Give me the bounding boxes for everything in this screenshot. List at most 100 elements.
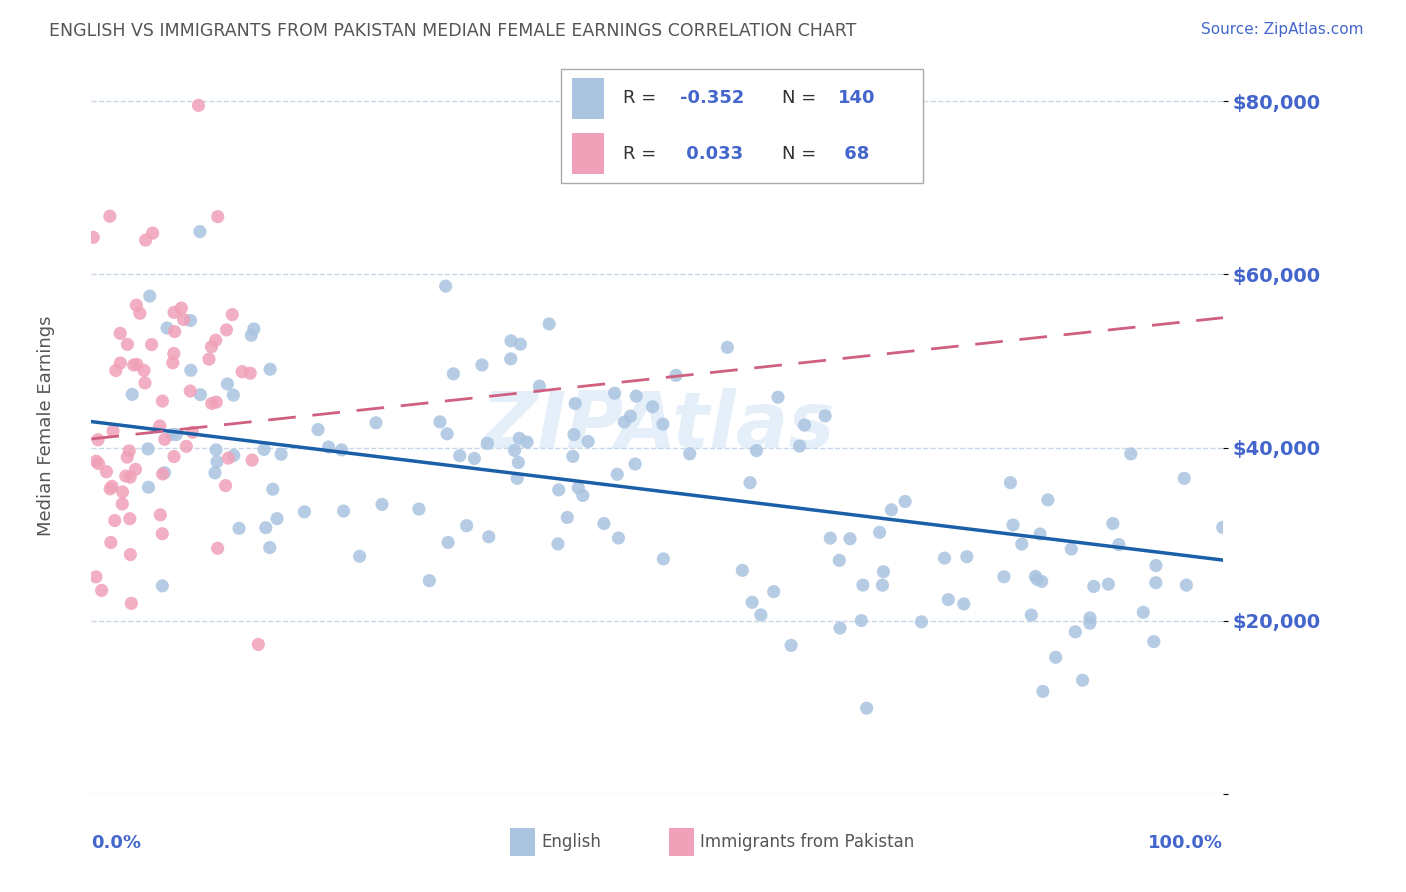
Point: [1031, 574, 1053, 589]
Point: [111, 497, 134, 511]
Point: [207, 210, 229, 224]
Point: [128, 306, 150, 320]
Point: [1173, 471, 1195, 485]
Point: [111, 484, 134, 499]
Point: [1175, 578, 1198, 592]
Point: [814, 409, 837, 423]
Point: [741, 595, 763, 609]
Point: [624, 457, 647, 471]
Point: [953, 597, 976, 611]
FancyBboxPatch shape: [561, 69, 924, 183]
Point: [793, 418, 815, 433]
Point: [408, 502, 430, 516]
Point: [576, 434, 599, 449]
FancyBboxPatch shape: [510, 829, 536, 856]
Point: [828, 553, 851, 567]
Point: [1064, 624, 1087, 639]
Point: [138, 289, 160, 303]
Point: [188, 225, 211, 239]
Point: [1097, 577, 1119, 591]
Point: [163, 305, 186, 319]
Point: [84, 454, 107, 468]
Point: [1071, 673, 1094, 688]
Point: [162, 356, 184, 370]
Point: [529, 379, 551, 393]
Point: [349, 549, 371, 564]
Point: [179, 313, 201, 327]
Point: [1144, 558, 1167, 573]
Text: 0.0%: 0.0%: [91, 834, 142, 853]
Point: [173, 312, 195, 326]
Point: [1060, 542, 1083, 557]
Point: [239, 366, 262, 380]
Text: N =: N =: [782, 145, 821, 162]
Point: [149, 508, 172, 522]
Point: [134, 376, 156, 390]
Point: [190, 387, 212, 401]
Point: [152, 394, 174, 409]
Point: [318, 440, 340, 454]
Point: [101, 424, 124, 438]
Point: [135, 233, 157, 247]
Point: [562, 427, 585, 442]
Point: [894, 494, 917, 508]
Point: [215, 323, 238, 337]
Text: R =: R =: [623, 145, 662, 162]
Point: [745, 443, 768, 458]
Point: [571, 488, 593, 502]
Point: [956, 549, 979, 564]
Point: [222, 388, 245, 402]
Point: [1143, 634, 1166, 648]
Point: [641, 400, 664, 414]
Point: [240, 453, 263, 467]
Point: [152, 467, 174, 481]
Point: [176, 439, 198, 453]
Point: [855, 701, 877, 715]
Point: [90, 583, 112, 598]
Point: [120, 548, 142, 562]
Point: [603, 386, 626, 401]
Point: [1000, 475, 1022, 490]
Point: [934, 551, 956, 566]
Point: [869, 525, 891, 540]
Point: [110, 326, 132, 341]
Point: [619, 409, 641, 424]
Point: [136, 442, 159, 456]
Point: [332, 504, 354, 518]
Text: -0.352: -0.352: [681, 89, 744, 107]
Point: [222, 449, 245, 463]
Point: [456, 518, 478, 533]
Point: [259, 362, 281, 376]
Point: [506, 471, 529, 485]
Point: [259, 541, 281, 555]
Point: [122, 358, 145, 372]
Point: [716, 340, 738, 354]
Point: [564, 396, 586, 410]
Point: [117, 450, 139, 464]
Point: [478, 530, 501, 544]
Point: [163, 450, 186, 464]
Point: [240, 328, 263, 343]
Point: [766, 390, 789, 404]
Point: [1212, 520, 1234, 534]
Text: English: English: [541, 833, 602, 852]
Text: R =: R =: [623, 89, 662, 107]
Point: [1078, 611, 1101, 625]
Point: [1045, 650, 1067, 665]
Point: [936, 592, 959, 607]
Text: Source: ZipAtlas.com: Source: ZipAtlas.com: [1201, 22, 1364, 37]
Point: [1144, 575, 1167, 590]
Point: [626, 389, 648, 403]
Point: [165, 427, 187, 442]
Point: [429, 415, 451, 429]
Point: [84, 570, 107, 584]
Point: [606, 467, 628, 482]
Point: [1011, 537, 1033, 551]
Point: [547, 537, 569, 551]
Point: [839, 532, 862, 546]
Point: [117, 337, 139, 351]
Point: [163, 346, 186, 360]
Point: [910, 615, 932, 629]
Point: [561, 450, 583, 464]
Point: [204, 333, 226, 347]
